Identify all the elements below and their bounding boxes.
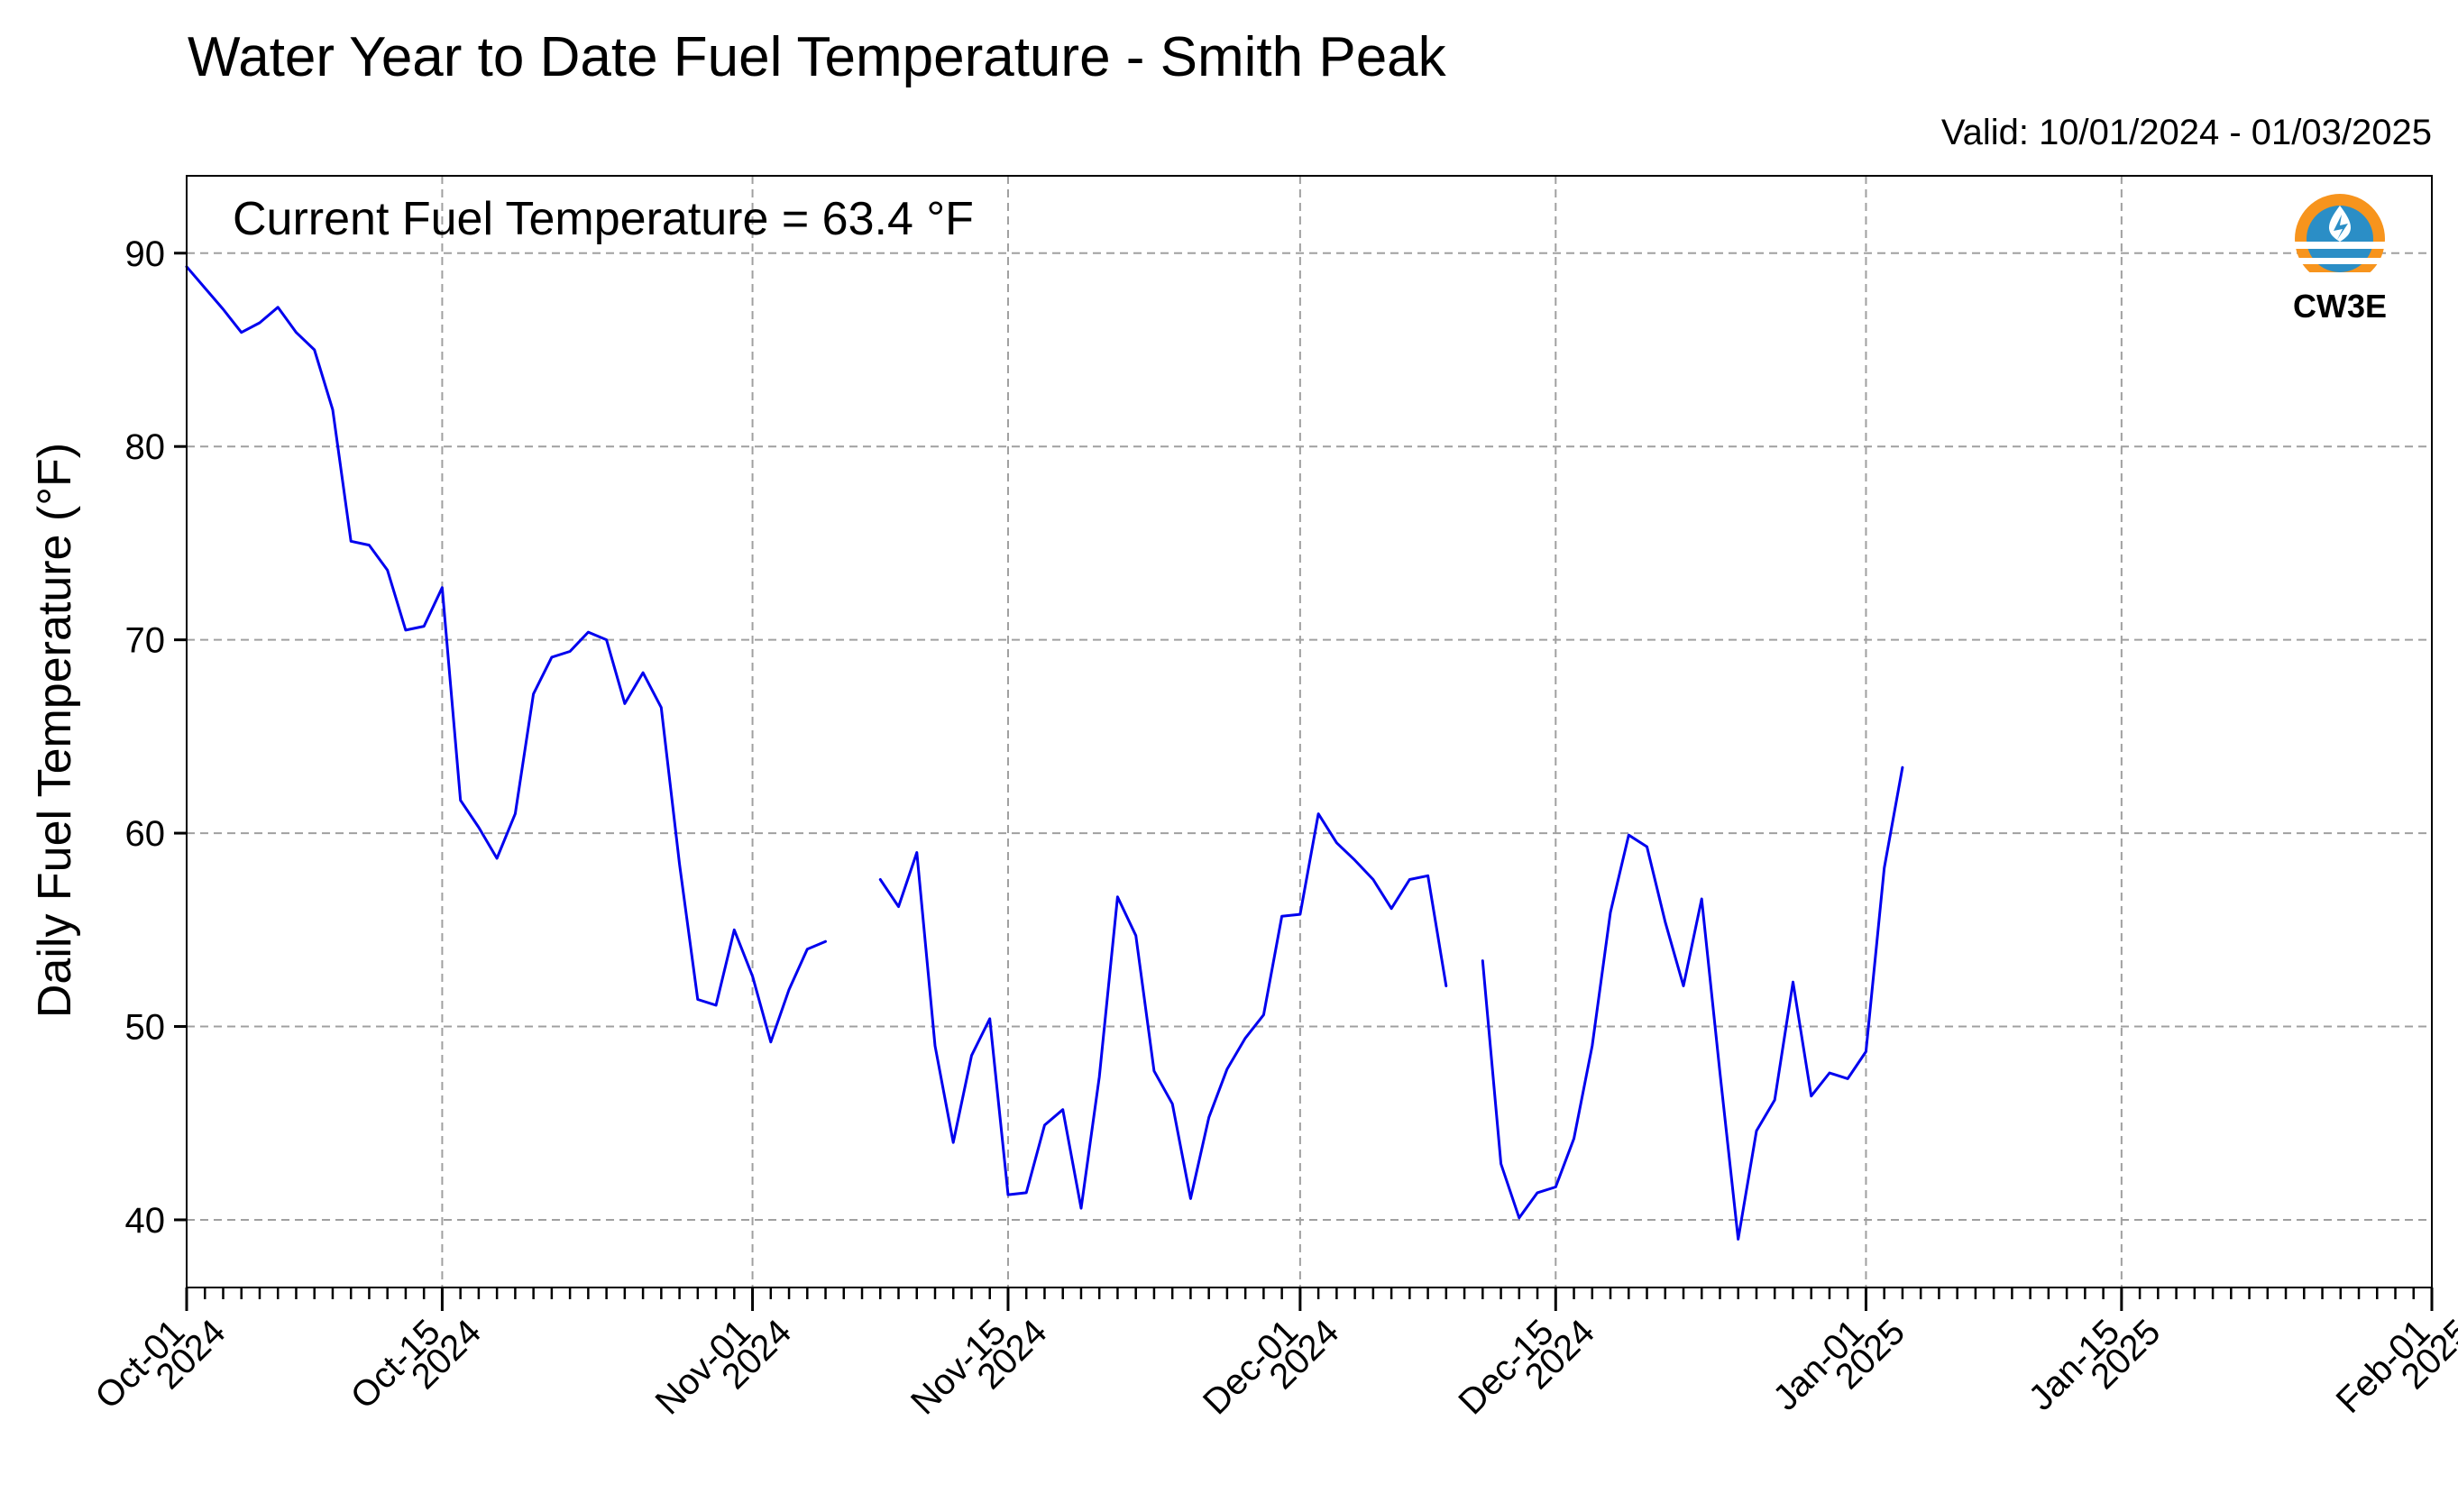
current-temperature-annotation: Current Fuel Temperature = 63.4 °F bbox=[233, 193, 974, 245]
logo-text: CW3E bbox=[2293, 288, 2387, 325]
logo-bottom-cut bbox=[2295, 272, 2385, 289]
logo-bolt-icon bbox=[2334, 215, 2348, 240]
logo-wave-gap-1 bbox=[2295, 242, 2385, 249]
chart-title: Water Year to Date Fuel Temperature - Sm… bbox=[188, 26, 1447, 88]
series bbox=[185, 265, 1904, 1241]
fuel-temperature-line bbox=[185, 265, 827, 1044]
cw3e-logo: CW3E bbox=[2293, 194, 2387, 325]
y-tick-label: 90 bbox=[125, 234, 166, 274]
y-tick-label: 40 bbox=[125, 1201, 166, 1241]
chart-subtitle: Valid: 10/01/2024 - 01/03/2025 bbox=[1941, 113, 2432, 152]
plot-area-frame bbox=[186, 175, 2433, 1288]
y-tick-label: 50 bbox=[125, 1008, 166, 1048]
y-axis-label: Daily Fuel Temperature (°F) bbox=[29, 443, 81, 1018]
logo-wave-gap-2 bbox=[2295, 258, 2385, 264]
y-axis: 40 50 60 70 80 90 bbox=[125, 234, 187, 1241]
grid bbox=[186, 176, 2433, 1287]
y-tick-label: 80 bbox=[125, 427, 166, 467]
y-tick-label: 60 bbox=[125, 814, 166, 854]
fuel-temperature-line bbox=[1481, 765, 1904, 1241]
fuel-temperature-line bbox=[878, 812, 1448, 1210]
y-tick-label: 70 bbox=[125, 621, 166, 661]
